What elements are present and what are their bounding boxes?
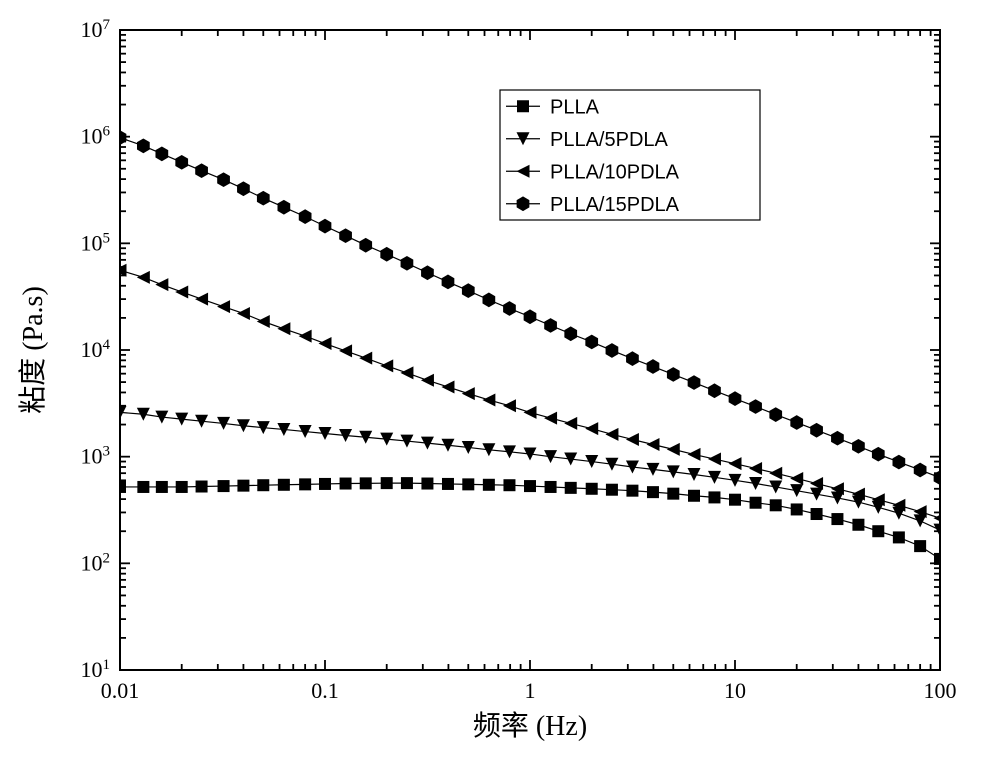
- x-tick-label: 0.01: [101, 678, 140, 703]
- legend-label: PLLA/10PDLA: [550, 161, 680, 183]
- x-tick-label: 100: [924, 678, 957, 703]
- viscosity-frequency-chart: 0.010.1110100101102103104105106107频率 (Hz…: [0, 0, 1000, 777]
- y-axis-label: 粘度 (Pa.s): [17, 286, 49, 414]
- x-tick-label: 10: [724, 678, 746, 703]
- legend-label: PLLA/5PDLA: [550, 129, 669, 151]
- x-tick-label: 0.1: [311, 678, 339, 703]
- legend-label: PLLA/15PDLA: [550, 194, 680, 216]
- legend-label: PLLA: [550, 96, 600, 118]
- x-tick-label: 1: [525, 678, 536, 703]
- x-axis-label: 频率 (Hz): [473, 710, 587, 742]
